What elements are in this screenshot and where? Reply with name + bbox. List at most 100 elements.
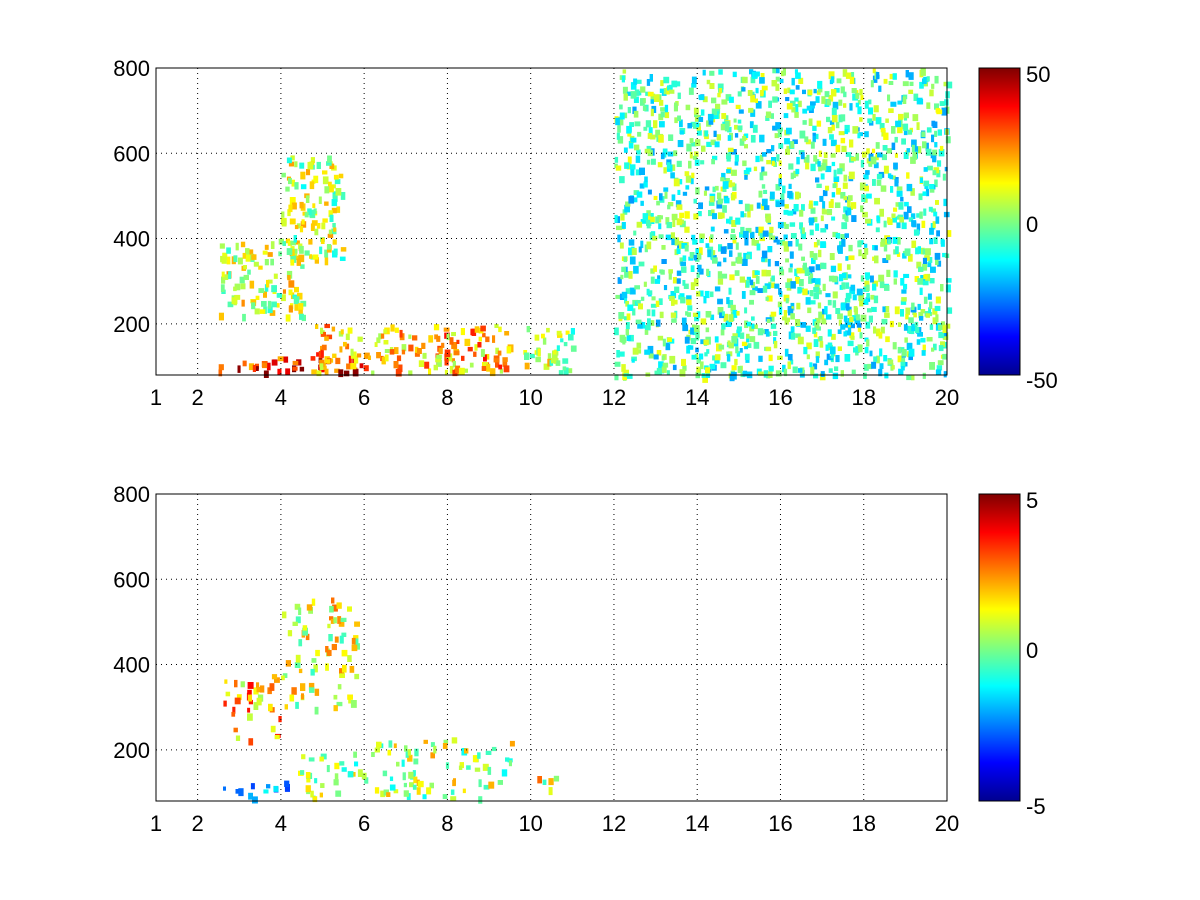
heatmap-cell (361, 772, 367, 780)
heatmap-cell (755, 155, 760, 163)
heatmap-cell (314, 706, 319, 715)
heatmap-cell (750, 109, 756, 117)
heatmap-cell (310, 157, 315, 163)
heatmap-cell (461, 355, 465, 361)
heatmap-cell (785, 258, 789, 263)
heatmap-cell (640, 219, 647, 224)
x-tick-label: 18 (851, 811, 875, 836)
heatmap-cell (288, 204, 293, 213)
heatmap-cell (444, 369, 448, 375)
heatmap-cell (698, 290, 704, 297)
heatmap-cell (450, 796, 457, 801)
heatmap-cell (917, 332, 923, 337)
heatmap-cell (915, 247, 920, 255)
heatmap-cell (618, 312, 625, 319)
heatmap-cell (648, 353, 654, 359)
heatmap-cell (311, 369, 317, 375)
heatmap-cell (778, 173, 782, 179)
heatmap-cell (813, 373, 819, 379)
heatmap-cell (759, 329, 765, 334)
heatmap-cell (937, 129, 942, 136)
heatmap-cell (717, 92, 721, 98)
heatmap-cell (946, 278, 952, 283)
heatmap-cell (478, 796, 483, 804)
heatmap-cell (923, 180, 930, 187)
heatmap-cell (644, 244, 648, 253)
heatmap-cell (351, 637, 356, 645)
heatmap-cell (290, 155, 295, 161)
heatmap-cell (523, 350, 528, 355)
heatmap-cell (799, 369, 805, 378)
heatmap-cell (894, 179, 899, 187)
heatmap-cell (630, 91, 637, 99)
heatmap-cell (881, 318, 888, 325)
heatmap-cell (940, 341, 945, 347)
heatmap-cell (929, 227, 934, 235)
heatmap-cell (893, 249, 897, 255)
heatmap-cell (820, 215, 824, 222)
heatmap-cell (922, 280, 929, 286)
heatmap-cell (313, 175, 319, 184)
heatmap-cell (929, 187, 935, 193)
heatmap-cell (690, 141, 697, 147)
heatmap-cell (699, 236, 704, 244)
heatmap-cell (765, 111, 772, 118)
heatmap-cell (636, 221, 643, 228)
heatmap-cell (931, 134, 935, 143)
heatmap-cell (685, 311, 689, 316)
heatmap-cell (746, 321, 752, 327)
heatmap-cell (783, 113, 789, 119)
heatmap-cell (294, 304, 299, 311)
heatmap-cell (648, 127, 653, 135)
heatmap-cell (798, 77, 804, 84)
heatmap-cell (389, 349, 395, 355)
heatmap-cell (492, 335, 496, 343)
heatmap-cell (654, 370, 660, 375)
heatmap-cell (486, 363, 491, 372)
heatmap-cell (694, 353, 699, 359)
heatmap-cell (223, 786, 226, 791)
heatmap-cell (873, 326, 877, 334)
heatmap-cell (380, 333, 385, 339)
heatmap-cell (932, 317, 938, 325)
heatmap-cell (535, 356, 541, 363)
heatmap-cell (320, 331, 326, 337)
heatmap-cell (526, 326, 531, 333)
heatmap-cell (705, 371, 711, 378)
heatmap-cell (745, 227, 752, 233)
heatmap-cell (728, 342, 734, 349)
heatmap-cell (774, 283, 780, 289)
heatmap-cell (290, 249, 295, 256)
heatmap-cell (689, 151, 693, 159)
heatmap-cell (649, 232, 654, 241)
heatmap-cell (731, 169, 737, 176)
heatmap-cell (247, 713, 253, 721)
heatmap-cell (546, 327, 550, 333)
heatmap-cell (755, 87, 759, 94)
heatmap-cell (785, 148, 790, 155)
heatmap-cell (893, 162, 898, 170)
heatmap-cell (754, 98, 758, 103)
x-tick-label: 4 (275, 385, 287, 410)
heatmap-cell (896, 186, 903, 191)
heatmap-cell (801, 227, 805, 234)
heatmap-cell (882, 306, 886, 313)
heatmap-cell (827, 329, 832, 337)
heatmap-cell (926, 337, 933, 342)
heatmap-cell (786, 103, 793, 110)
heatmap-cell (412, 770, 416, 776)
y-tick-label: 400 (113, 653, 150, 678)
heatmap-cell (843, 91, 847, 98)
heatmap-cell (264, 284, 269, 292)
heatmap-cell (660, 111, 665, 118)
heatmap-cell (555, 360, 561, 366)
heatmap-cell (286, 248, 293, 255)
heatmap-cell (635, 169, 641, 176)
heatmap-cell (401, 349, 406, 355)
heatmap-cell (456, 339, 460, 344)
heatmap-cell (754, 71, 760, 77)
heatmap-cell (310, 255, 315, 260)
heatmap-cell (864, 195, 868, 203)
heatmap-cell (944, 166, 948, 172)
heatmap-cell (364, 352, 370, 359)
